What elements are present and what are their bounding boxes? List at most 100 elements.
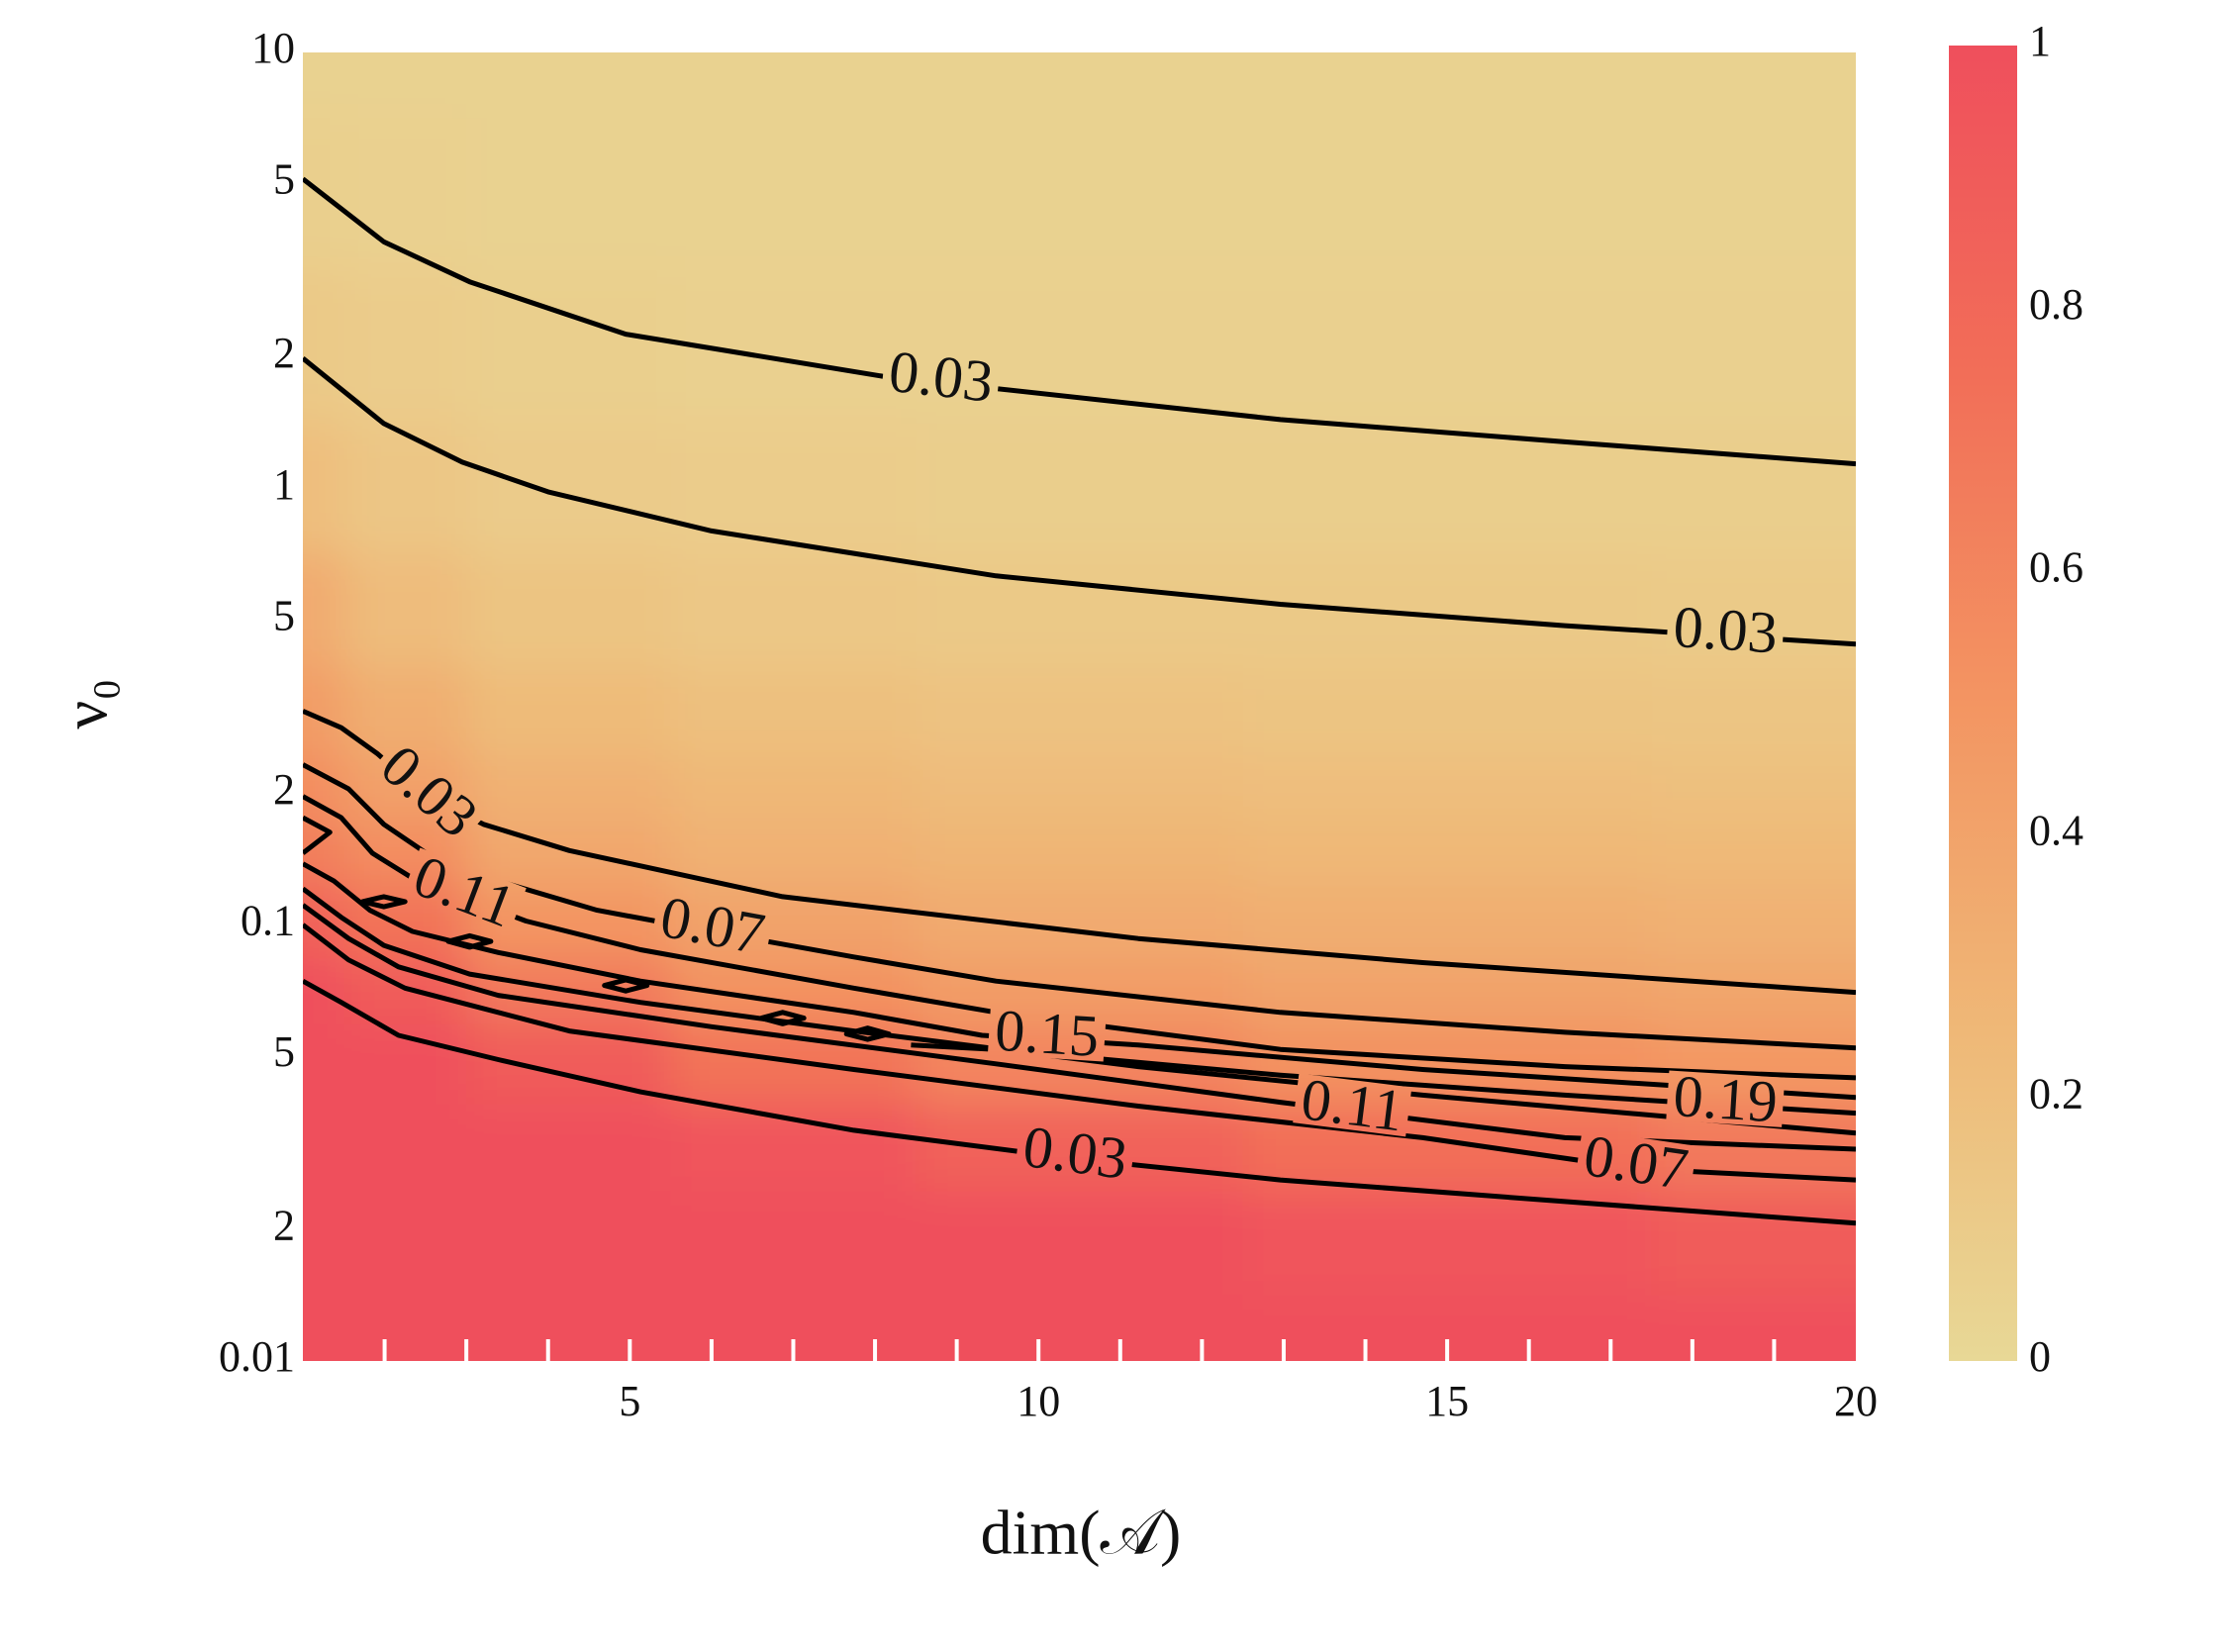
heat-cell <box>466 1295 672 1361</box>
heat-cell <box>916 1104 1244 1193</box>
contour-line <box>303 709 1856 996</box>
heat-cell <box>1242 52 1653 119</box>
heat-cell <box>916 52 1244 119</box>
colorbar-tick-label: 0.6 <box>2029 543 2083 592</box>
colorbar-tick-label: 0 <box>2029 1332 2051 1381</box>
heat-cell <box>303 1023 344 1106</box>
heat-cell <box>303 553 344 669</box>
heat-cell <box>1242 553 1653 669</box>
heat-cell <box>916 821 1244 888</box>
heat-cell <box>670 553 917 669</box>
heat-cell <box>1651 270 1856 424</box>
contour-line <box>303 815 333 855</box>
heat-cell <box>303 270 344 424</box>
heat-cell <box>466 668 672 756</box>
heat-cell <box>1651 958 1856 1025</box>
heat-cell <box>466 1191 672 1297</box>
heat-cell <box>343 118 467 271</box>
contour-line <box>303 886 1856 1136</box>
heat-cell <box>466 423 672 555</box>
heat-cell <box>303 668 344 756</box>
y-tick-label: 0.1 <box>241 896 295 944</box>
y-tick-label: 0.01 <box>219 1332 295 1381</box>
heat-cell <box>670 821 917 888</box>
heat-cell <box>303 1104 344 1193</box>
x-tick-label: 15 <box>1425 1377 1469 1425</box>
y-tick-label: 2 <box>273 329 295 377</box>
heat-cell <box>303 52 344 119</box>
heat-cell <box>1651 886 1856 959</box>
heat-cell <box>1242 1191 1653 1297</box>
contour-line <box>303 762 1856 1051</box>
heat-cell <box>303 1191 344 1297</box>
heat-cell <box>916 1295 1244 1361</box>
heatmap <box>303 52 1856 1361</box>
y-tick-label: 1 <box>273 460 295 509</box>
heat-cell <box>1651 423 1856 555</box>
heat-cell <box>1651 1191 1856 1297</box>
contour-line <box>303 861 1856 1101</box>
heat-cell <box>916 668 1244 756</box>
contour-lines <box>303 176 1856 1226</box>
heat-cell <box>343 52 467 119</box>
heat-cell <box>670 1295 917 1361</box>
contour-line <box>303 176 1856 467</box>
y-tick-label: 10 <box>251 24 295 72</box>
heat-cell <box>1651 821 1856 888</box>
x-tick-label: 10 <box>1017 1377 1060 1425</box>
contour-line <box>303 794 1856 1081</box>
heat-cell <box>1242 1104 1653 1193</box>
contour-labels: 0.030.030.030.070.110.150.190.110.070.03 <box>369 339 1780 1203</box>
contour-line <box>303 923 1856 1183</box>
contour-label: 0.15 <box>993 998 1101 1069</box>
heat-cell <box>343 553 467 669</box>
heat-cell <box>303 1295 344 1361</box>
contour-island <box>758 1010 807 1026</box>
heat-cell <box>466 270 672 424</box>
heat-cell <box>466 754 672 822</box>
x-tick-label: 5 <box>619 1377 640 1425</box>
heat-cell <box>670 1191 917 1297</box>
heat-cell <box>1242 886 1653 959</box>
heat-cell <box>343 270 467 424</box>
axes: 0 0.2 0.4 0.6 0.8 1 0.01 2 5 0.1 2 5 1 2 5 10 5 10 15 20 <box>219 17 2083 1425</box>
heat-cell <box>1242 1023 1653 1106</box>
y-tick-label: 5 <box>273 155 295 204</box>
heat-cell <box>670 118 917 271</box>
heat-cell <box>466 52 672 119</box>
heat-cell <box>1651 118 1856 271</box>
heat-cell <box>1242 118 1653 271</box>
heat-cell <box>343 1104 467 1193</box>
heat-cell <box>343 1191 467 1297</box>
heat-cell <box>303 423 344 555</box>
contour-label: 0.03 <box>1019 1114 1131 1192</box>
contour-island <box>359 894 408 910</box>
contour-island <box>602 977 650 994</box>
heat-cell <box>916 118 1244 271</box>
heat-cell <box>670 668 917 756</box>
colorbar-tick-label: 0.2 <box>2029 1069 2083 1118</box>
heat-cell <box>343 423 467 555</box>
heat-cell <box>670 423 917 555</box>
y-axis-label: ν₀ <box>50 678 121 729</box>
colorbar-tick-label: 1 <box>2029 17 2051 65</box>
x-tick-label: 20 <box>1834 1377 1878 1425</box>
heat-cell <box>670 52 917 119</box>
contour-label: 0.19 <box>1672 1063 1780 1134</box>
heat-cell <box>343 668 467 756</box>
contour-label: 0.03 <box>886 339 997 415</box>
heat-cell <box>670 754 917 822</box>
heat-cell <box>916 754 1244 822</box>
heat-cell <box>1651 754 1856 822</box>
heat-cell <box>1651 553 1856 669</box>
contour-label: 0.03 <box>1672 594 1780 666</box>
contour-label: 0.11 <box>1298 1066 1406 1143</box>
heat-cell <box>916 1191 1244 1297</box>
heat-cell <box>343 1295 467 1361</box>
heat-cell <box>466 118 672 271</box>
contour-line <box>303 979 1856 1226</box>
heat-cell <box>343 754 467 822</box>
heat-cell <box>916 423 1244 555</box>
